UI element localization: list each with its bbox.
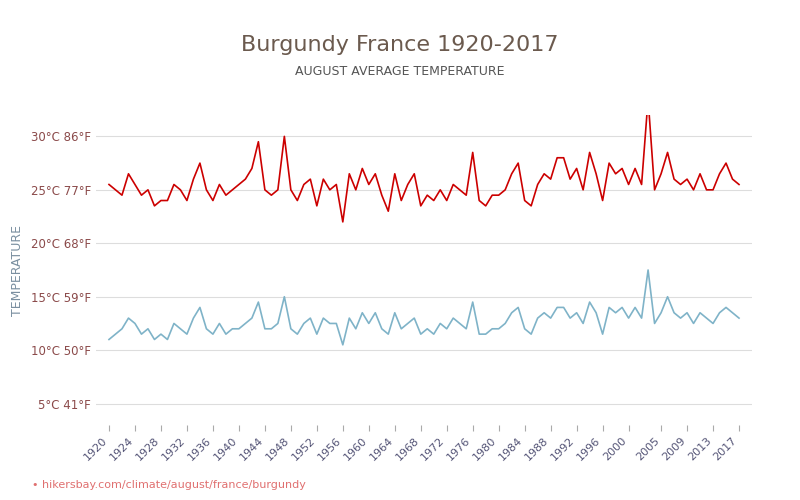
- Text: Burgundy France 1920-2017: Burgundy France 1920-2017: [242, 35, 558, 55]
- Y-axis label: TEMPERATURE: TEMPERATURE: [11, 224, 24, 316]
- Text: • hikersbay.com/climate/august/france/burgundy: • hikersbay.com/climate/august/france/bu…: [32, 480, 306, 490]
- Text: AUGUST AVERAGE TEMPERATURE: AUGUST AVERAGE TEMPERATURE: [295, 65, 505, 78]
